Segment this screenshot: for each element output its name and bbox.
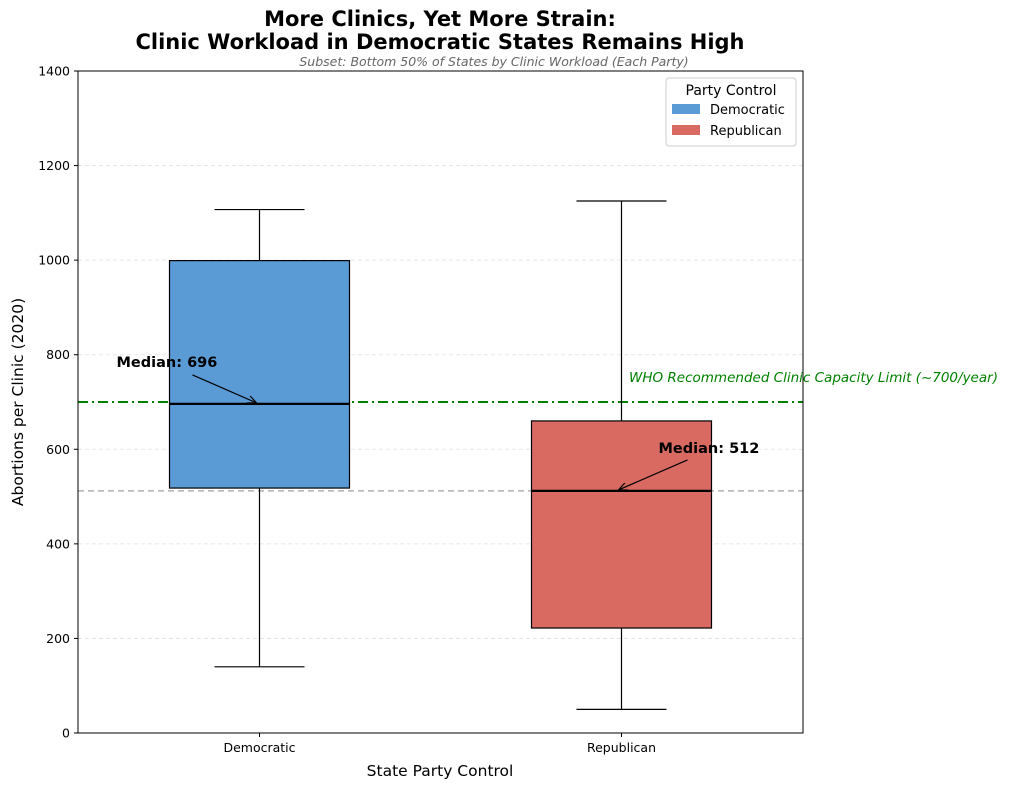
y-tick-label-1400: 1400: [38, 64, 70, 79]
chart-title-line-2: Clinic Workload in Democratic States Rem…: [135, 30, 744, 54]
axes: 0 200 400 600 800 1000 1200 1400 Democratic Repub…: [38, 64, 804, 755]
legend-swatch-democratic: [672, 104, 700, 114]
box-series: Median: 696 Median: 512: [117, 200, 760, 710]
plot-frame: [77, 70, 804, 734]
legend: Party Control Democratic Republican: [665, 77, 797, 147]
chart-subtitle: Subset: Bottom 50% of States by Clinic W…: [299, 54, 688, 69]
iqr-box-republican: [530, 420, 713, 629]
legend-label-republican: Republican: [710, 124, 782, 139]
y-tick-label-400: 400: [46, 536, 70, 551]
reference-line-label: WHO Recommended Clinic Capacity Limit (~…: [629, 370, 998, 386]
legend-swatch-republican: [672, 125, 700, 135]
x-tick-label-republican: Republican: [587, 740, 656, 755]
legend-label-democratic: Democratic: [710, 103, 785, 118]
y-tick-label-1000: 1000: [38, 253, 70, 268]
y-tick-label-800: 800: [46, 347, 70, 362]
x-axis-label: State Party Control: [367, 762, 514, 780]
y-tick-label-1200: 1200: [38, 158, 70, 173]
legend-title: Party Control: [686, 83, 777, 99]
y-tick-label-0: 0: [62, 726, 70, 741]
median-annotation-republican: Median: 512: [659, 441, 760, 457]
box-republican: Median: 512: [530, 200, 760, 710]
median-arrow-republican: [619, 459, 688, 490]
x-tick-label-democratic: Democratic: [223, 740, 295, 755]
y-tick-label-200: 200: [46, 631, 70, 646]
y-tick-label-600: 600: [46, 442, 70, 457]
y-axis-label: Abortions per Clinic (2020): [9, 298, 27, 506]
chart-title-line-1: More Clinics, Yet More Strain:: [264, 7, 616, 31]
median-annotation-democratic: Median: 696: [117, 355, 218, 371]
iqr-box-democratic: [168, 260, 351, 489]
box-democratic: Median: 696: [117, 208, 351, 668]
median-arrow-democratic: [192, 374, 257, 403]
